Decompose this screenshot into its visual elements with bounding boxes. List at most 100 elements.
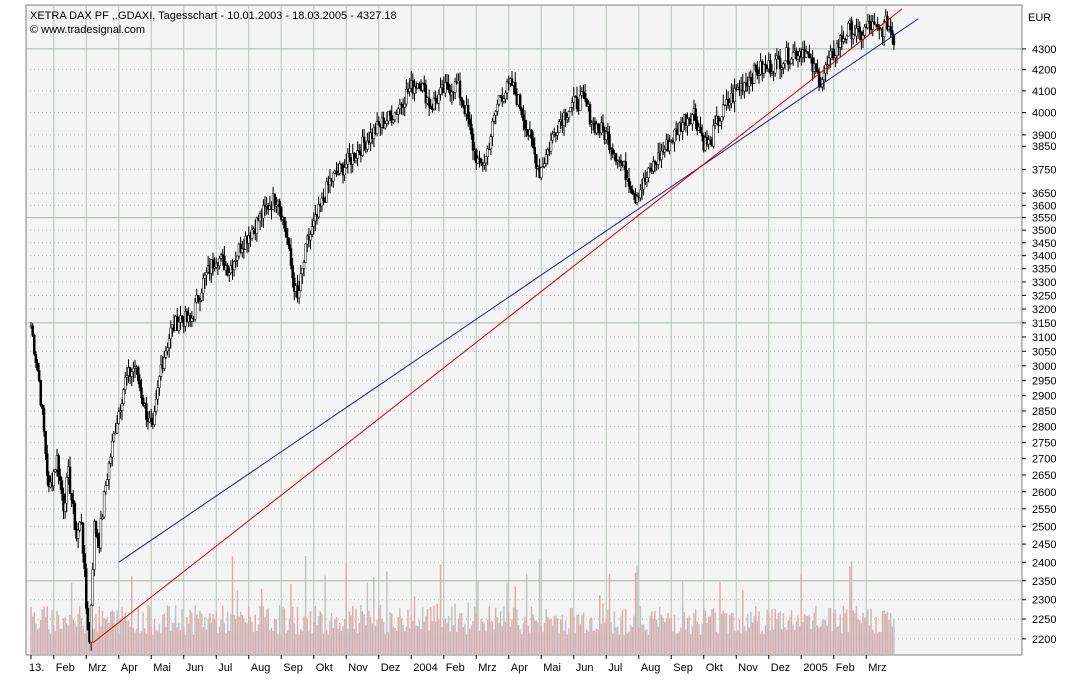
candle-body bbox=[868, 20, 871, 24]
volume-bar bbox=[54, 631, 57, 655]
volume-bar bbox=[350, 615, 352, 655]
x-tick-label: Jul bbox=[608, 662, 622, 674]
candle-body bbox=[712, 125, 715, 147]
candle-body bbox=[783, 60, 787, 65]
volume-bar bbox=[464, 623, 466, 655]
candle-body bbox=[393, 112, 397, 121]
volume-bar bbox=[309, 610, 312, 655]
candle-body bbox=[275, 204, 278, 207]
candle-body bbox=[205, 272, 208, 276]
x-tick-label: Nov bbox=[348, 662, 368, 674]
volume-bar bbox=[732, 613, 734, 655]
candle-body bbox=[33, 335, 36, 355]
candle-body bbox=[569, 106, 572, 112]
volume-bar bbox=[158, 624, 161, 655]
x-tick-label: Sep bbox=[673, 662, 693, 674]
y-tick-label: 2900 bbox=[1032, 391, 1056, 403]
candle-body bbox=[468, 118, 471, 125]
y-tick-label: 2350 bbox=[1032, 576, 1056, 588]
volume-bar bbox=[189, 609, 191, 655]
volume-bar bbox=[275, 619, 278, 655]
volume-bar bbox=[529, 632, 531, 655]
volume-bar bbox=[160, 633, 162, 655]
volume-bar bbox=[740, 633, 742, 655]
volume-bar bbox=[402, 624, 404, 655]
candle-body bbox=[385, 120, 389, 124]
candle-body bbox=[453, 81, 457, 93]
volume-bar bbox=[865, 617, 867, 655]
candle-body bbox=[177, 321, 181, 331]
volume-bar bbox=[109, 611, 112, 655]
volume-bar bbox=[636, 565, 638, 655]
volume-bar bbox=[423, 621, 425, 655]
volume-bar bbox=[137, 606, 139, 655]
volume-bar bbox=[491, 621, 494, 655]
candle-body bbox=[728, 102, 731, 106]
candle-body bbox=[852, 34, 855, 40]
volume-bar bbox=[483, 623, 486, 655]
volume-bar bbox=[496, 617, 499, 655]
candle-body bbox=[377, 121, 380, 126]
x-tick-label: Jul bbox=[218, 662, 232, 674]
volume-bar bbox=[781, 629, 783, 655]
candle-body bbox=[65, 477, 68, 504]
volume-bar bbox=[187, 623, 190, 655]
candle-body bbox=[570, 101, 574, 108]
candle-body bbox=[631, 189, 634, 194]
volume-bar bbox=[803, 613, 806, 655]
y-tick-label: 3750 bbox=[1032, 164, 1056, 176]
volume-bar bbox=[272, 630, 274, 655]
volume-bar bbox=[818, 627, 820, 655]
candle-body bbox=[42, 408, 46, 432]
volume-bar bbox=[703, 608, 705, 655]
volume-bar bbox=[558, 633, 560, 655]
volume-bar bbox=[244, 622, 247, 655]
volume-bar bbox=[678, 631, 681, 655]
volume-bar bbox=[651, 611, 653, 655]
candle-body bbox=[325, 181, 328, 203]
volume-bar bbox=[577, 614, 580, 655]
candle-body bbox=[346, 152, 350, 165]
candle-body bbox=[154, 398, 158, 412]
candle-body bbox=[336, 173, 340, 175]
candle-body bbox=[645, 177, 649, 183]
volume-bar bbox=[712, 608, 715, 655]
volume-bar bbox=[714, 612, 716, 655]
candle-body bbox=[156, 387, 159, 400]
y-tick-label: 2800 bbox=[1032, 422, 1056, 434]
candle-body bbox=[588, 103, 592, 125]
volume-bar bbox=[742, 590, 744, 655]
volume-bar bbox=[501, 626, 503, 655]
volume-bar bbox=[768, 613, 770, 655]
candle-body bbox=[283, 217, 286, 229]
volume-bar bbox=[88, 633, 91, 655]
candle-body bbox=[202, 278, 205, 294]
volume-bar bbox=[220, 619, 222, 655]
volume-bar bbox=[876, 633, 879, 655]
candle-body bbox=[530, 129, 533, 139]
candle-body bbox=[390, 115, 393, 123]
candle-body bbox=[197, 294, 200, 302]
candle-body bbox=[444, 81, 447, 94]
volume-bar bbox=[597, 629, 599, 655]
volume-bar bbox=[330, 613, 333, 655]
volume-bar bbox=[677, 633, 679, 655]
volume-bar bbox=[488, 606, 490, 655]
volume-bar bbox=[720, 613, 723, 655]
x-tick-label: 13. bbox=[29, 662, 44, 674]
y-tick-label: 2500 bbox=[1032, 521, 1056, 533]
volume-bar bbox=[391, 613, 393, 655]
candle-body bbox=[60, 480, 64, 494]
candle-body bbox=[873, 21, 876, 25]
y-tick-label: 2600 bbox=[1032, 487, 1056, 499]
candle-body bbox=[234, 260, 237, 262]
candle-body bbox=[486, 148, 489, 157]
volume-bar bbox=[846, 609, 848, 655]
candle-body bbox=[320, 197, 324, 207]
candle-body bbox=[616, 160, 619, 163]
volume-bar bbox=[285, 633, 287, 655]
volume-bar bbox=[733, 630, 736, 655]
volume-bar bbox=[696, 621, 698, 655]
candle-body bbox=[624, 161, 627, 181]
volume-bar bbox=[769, 630, 772, 655]
